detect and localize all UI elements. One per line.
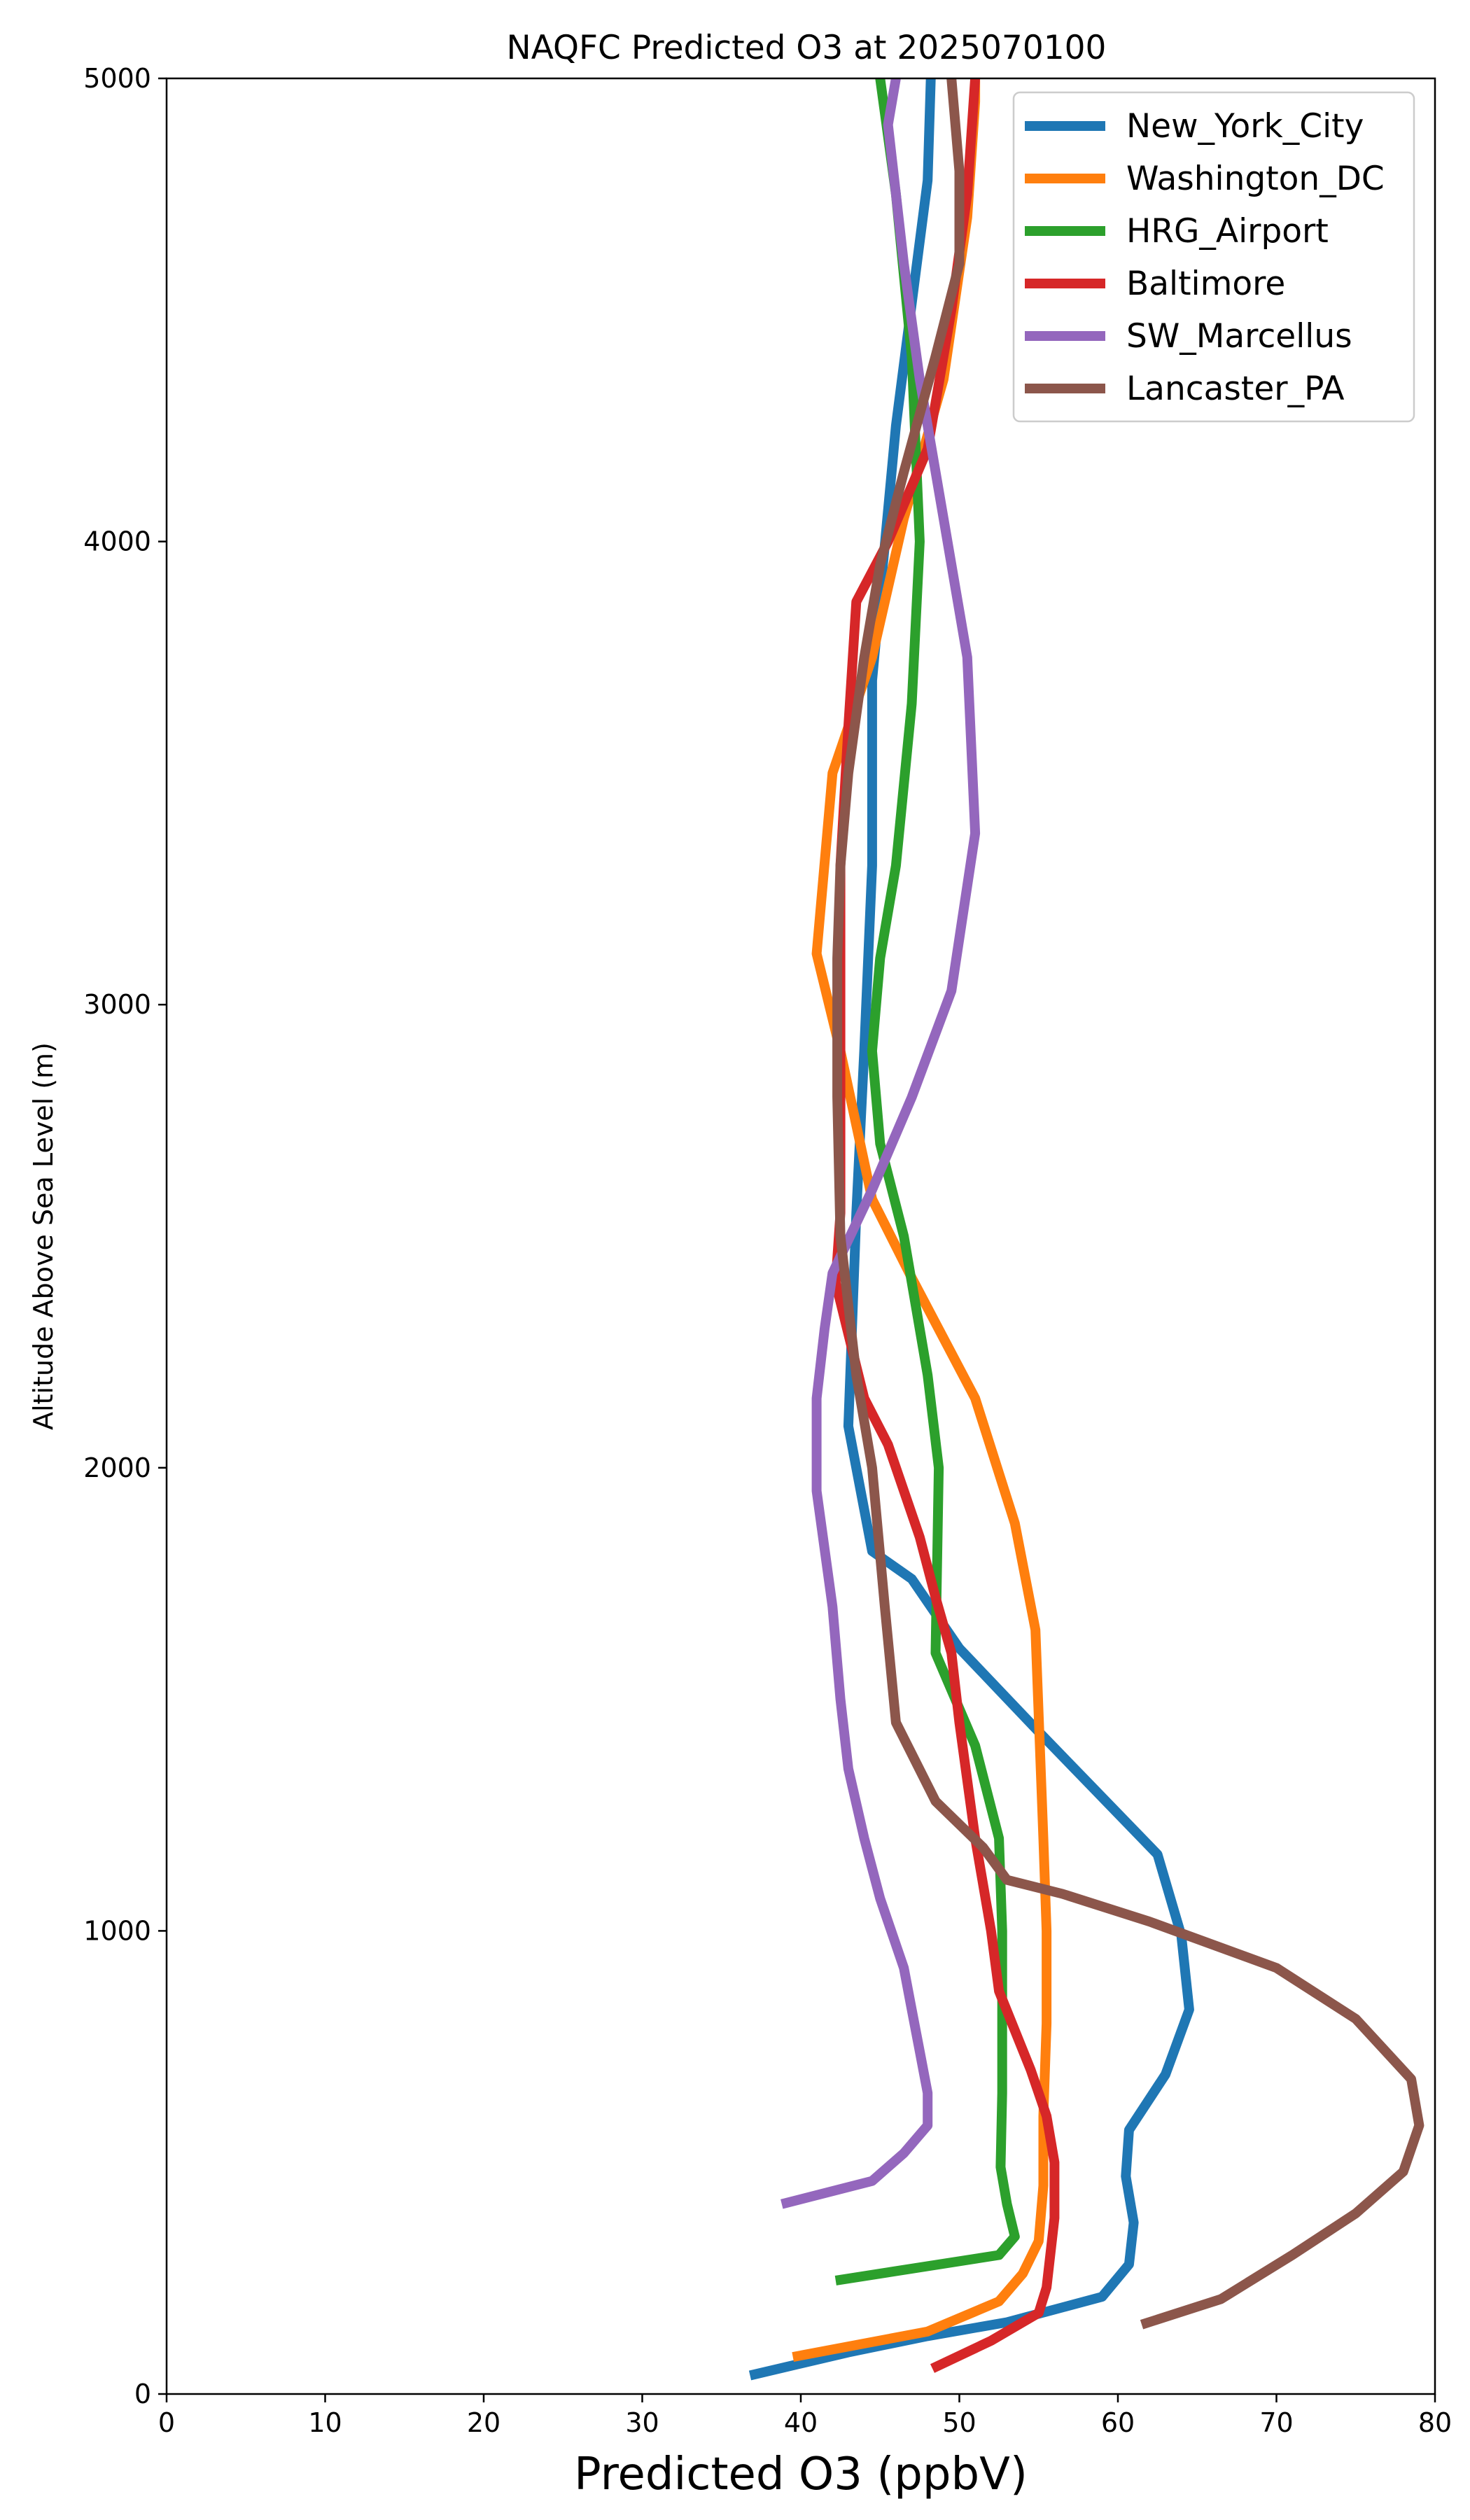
y-tick-label: 0 [134, 2379, 151, 2409]
x-tick-label: 60 [1101, 2407, 1135, 2438]
chart-title: NAQFC Predicted O3 at 2025070100 [507, 29, 1107, 67]
x-tick-label: 70 [1259, 2407, 1293, 2438]
x-tick-label: 40 [784, 2407, 818, 2438]
series-line-hrg-airport [834, 78, 1020, 2286]
y-tick-label: 5000 [83, 63, 151, 94]
y-axis: 0 1000 2000 3000 4000 5000 [83, 63, 167, 2409]
series-line-new-york-city [748, 78, 1194, 2381]
series-line-baltimore [830, 78, 1060, 2373]
series-line-sw-marcellus [780, 78, 981, 2209]
series-line-lancaster-pa [832, 78, 1424, 2330]
legend-label: Lancaster_PA [1126, 370, 1345, 408]
y-tick-label: 1000 [83, 1915, 151, 1946]
y-axis-label: Altitude Above Sea Level (m) [28, 1042, 59, 1430]
x-tick-label: 30 [625, 2407, 659, 2438]
x-axis: 0 10 20 30 40 50 60 70 80 [158, 2394, 1452, 2438]
legend-label: Washington_DC [1126, 160, 1385, 198]
y-tick-label: 3000 [83, 989, 151, 1020]
legend-label: SW_Marcellus [1126, 317, 1352, 356]
y-tick-label: 2000 [83, 1452, 151, 1483]
x-tick-label: 50 [942, 2407, 976, 2438]
legend-box [1012, 91, 1415, 423]
x-tick-label: 20 [467, 2407, 500, 2438]
x-tick-label: 80 [1418, 2407, 1452, 2438]
x-tick-label: 0 [158, 2407, 175, 2438]
legend-label: HRG_Airport [1126, 212, 1329, 251]
legend: New_York_City Washington_DC HRG_Airport Bal… [1012, 91, 1415, 423]
legend-label: New_York_City [1126, 107, 1364, 146]
x-tick-label: 10 [308, 2407, 342, 2438]
y-tick-label: 4000 [83, 526, 151, 557]
x-axis-label: Predicted O3 (ppbV) [574, 2449, 1028, 2500]
series-layer [748, 78, 1424, 2381]
legend-label: Baltimore [1126, 265, 1285, 303]
